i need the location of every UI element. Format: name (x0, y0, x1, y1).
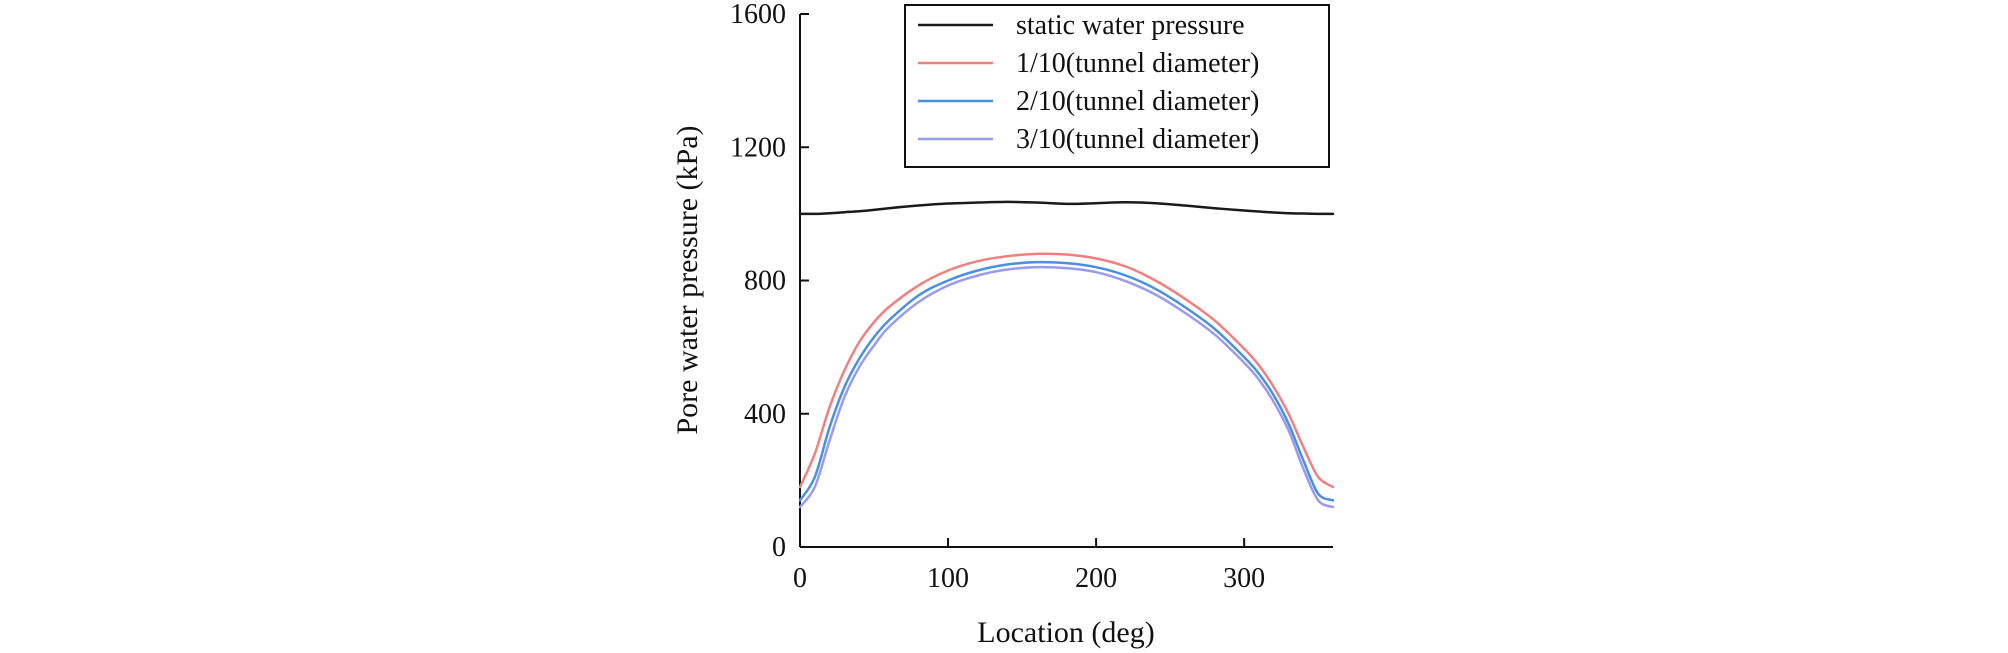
legend-label-3: 2/10(tunnel diameter) (1016, 86, 1259, 117)
legend-label-1: static water pressure (1016, 10, 1245, 41)
x-tick-label: 300 (1223, 563, 1265, 594)
x-tick-label: 200 (1075, 563, 1117, 594)
y-tick-label: 1600 (730, 0, 786, 30)
y-axis-title: Pore water pressure (kPa) (671, 125, 704, 434)
y-tick-label: 400 (744, 399, 786, 430)
x-axis-ticks: 0 100 200 300 (793, 538, 1265, 594)
y-tick-label: 1200 (730, 132, 786, 163)
x-tick-label: 100 (927, 563, 969, 594)
y-axis-ticks: 0 400 800 1200 1600 (730, 0, 809, 563)
legend-label-2: 1/10(tunnel diameter) (1016, 48, 1259, 79)
series-line-2 (798, 252, 1335, 489)
x-tick-label: 0 (793, 563, 807, 594)
legend-label-4: 3/10(tunnel diameter) (1016, 124, 1259, 155)
y-tick-label: 0 (772, 532, 786, 563)
x-axis-title: Location (deg) (977, 616, 1154, 649)
series-line-1 (798, 200, 1335, 216)
y-tick-label: 800 (744, 266, 786, 297)
series-line-3 (798, 260, 1335, 502)
data-series (798, 200, 1335, 509)
legend: static water pressure 1/10(tunnel diamete… (904, 4, 1330, 168)
series-line-4 (798, 265, 1335, 509)
